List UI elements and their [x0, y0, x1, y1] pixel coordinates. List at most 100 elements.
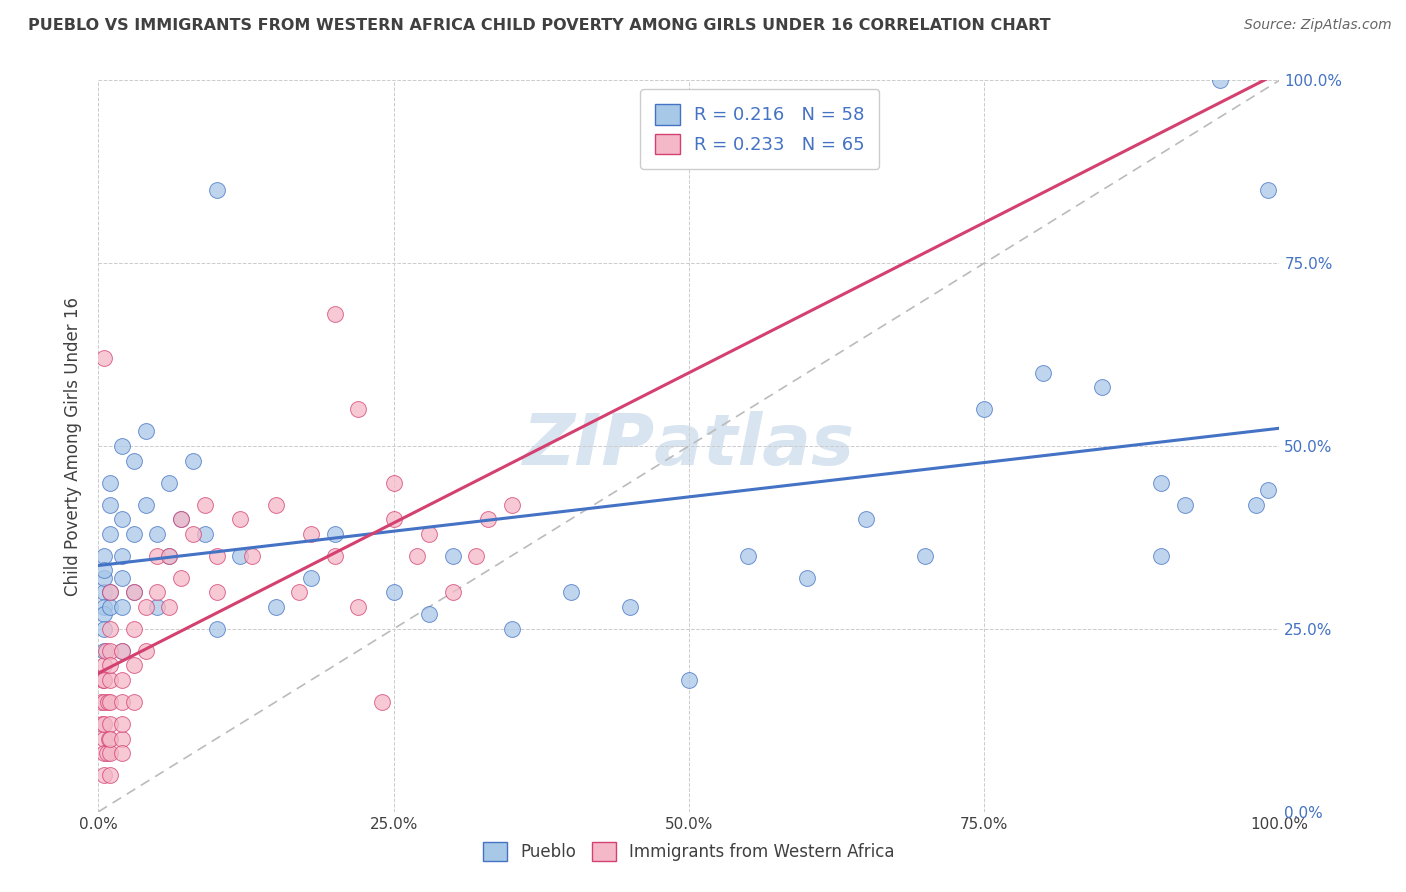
- Point: [98, 746, 121, 760]
- Point: [93, 768, 115, 782]
- Point: [98, 717, 121, 731]
- Point: [122, 658, 145, 673]
- Point: [98, 526, 121, 541]
- Point: [135, 599, 157, 614]
- Point: [194, 498, 217, 512]
- Point: [347, 402, 370, 417]
- Point: [91, 717, 114, 731]
- Point: [90, 695, 112, 709]
- Point: [264, 599, 287, 614]
- Point: [96, 746, 118, 760]
- Point: [737, 549, 759, 563]
- Point: [93, 717, 115, 731]
- Point: [347, 599, 370, 614]
- Point: [93, 746, 115, 760]
- Point: [264, 498, 287, 512]
- Point: [93, 644, 115, 658]
- Point: [93, 351, 115, 366]
- Point: [111, 644, 134, 658]
- Point: [323, 526, 346, 541]
- Point: [205, 585, 228, 599]
- Point: [157, 549, 180, 563]
- Point: [98, 599, 121, 614]
- Point: [111, 439, 134, 453]
- Point: [1150, 475, 1173, 490]
- Point: [93, 563, 115, 577]
- Text: ZIP​atlas: ZIP​atlas: [523, 411, 855, 481]
- Point: [111, 571, 134, 585]
- Point: [93, 571, 115, 585]
- Point: [1032, 366, 1054, 380]
- Text: PUEBLO VS IMMIGRANTS FROM WESTERN AFRICA CHILD POVERTY AMONG GIRLS UNDER 16 CORR: PUEBLO VS IMMIGRANTS FROM WESTERN AFRICA…: [28, 18, 1050, 33]
- Point: [111, 644, 134, 658]
- Point: [371, 695, 394, 709]
- Point: [146, 599, 169, 614]
- Point: [914, 549, 936, 563]
- Point: [205, 622, 228, 636]
- Point: [135, 644, 157, 658]
- Point: [418, 607, 440, 622]
- Point: [181, 453, 204, 467]
- Y-axis label: Child Poverty Among Girls Under 16: Child Poverty Among Girls Under 16: [65, 296, 83, 596]
- Point: [122, 585, 145, 599]
- Point: [229, 549, 252, 563]
- Point: [157, 475, 180, 490]
- Point: [122, 526, 145, 541]
- Point: [93, 695, 115, 709]
- Point: [98, 585, 121, 599]
- Point: [441, 549, 464, 563]
- Point: [1209, 73, 1232, 87]
- Point: [93, 658, 115, 673]
- Point: [382, 512, 405, 526]
- Point: [93, 585, 115, 599]
- Point: [93, 673, 115, 687]
- Point: [98, 768, 121, 782]
- Point: [299, 571, 322, 585]
- Point: [122, 585, 145, 599]
- Point: [973, 402, 995, 417]
- Point: [441, 585, 464, 599]
- Point: [796, 571, 818, 585]
- Point: [501, 498, 523, 512]
- Point: [93, 731, 115, 746]
- Text: Source: ZipAtlas.com: Source: ZipAtlas.com: [1244, 18, 1392, 32]
- Point: [382, 585, 405, 599]
- Point: [146, 549, 169, 563]
- Point: [122, 622, 145, 636]
- Point: [170, 571, 193, 585]
- Point: [1091, 380, 1114, 394]
- Point: [465, 549, 488, 563]
- Point: [135, 498, 157, 512]
- Point: [98, 622, 121, 636]
- Point: [205, 183, 228, 197]
- Point: [111, 731, 134, 746]
- Point: [98, 673, 121, 687]
- Point: [299, 526, 322, 541]
- Point: [418, 526, 440, 541]
- Point: [288, 585, 311, 599]
- Point: [122, 695, 145, 709]
- Point: [98, 658, 121, 673]
- Point: [1174, 498, 1197, 512]
- Point: [477, 512, 499, 526]
- Point: [93, 622, 115, 636]
- Point: [560, 585, 582, 599]
- Point: [619, 599, 641, 614]
- Point: [146, 585, 169, 599]
- Point: [97, 695, 120, 709]
- Point: [93, 599, 115, 614]
- Point: [91, 673, 114, 687]
- Point: [157, 549, 180, 563]
- Point: [94, 644, 117, 658]
- Point: [157, 599, 180, 614]
- Point: [382, 475, 405, 490]
- Point: [93, 549, 115, 563]
- Point: [111, 717, 134, 731]
- Point: [855, 512, 877, 526]
- Point: [1257, 483, 1279, 497]
- Point: [181, 526, 204, 541]
- Point: [501, 622, 523, 636]
- Point: [1257, 183, 1279, 197]
- Point: [406, 549, 429, 563]
- Point: [1244, 498, 1267, 512]
